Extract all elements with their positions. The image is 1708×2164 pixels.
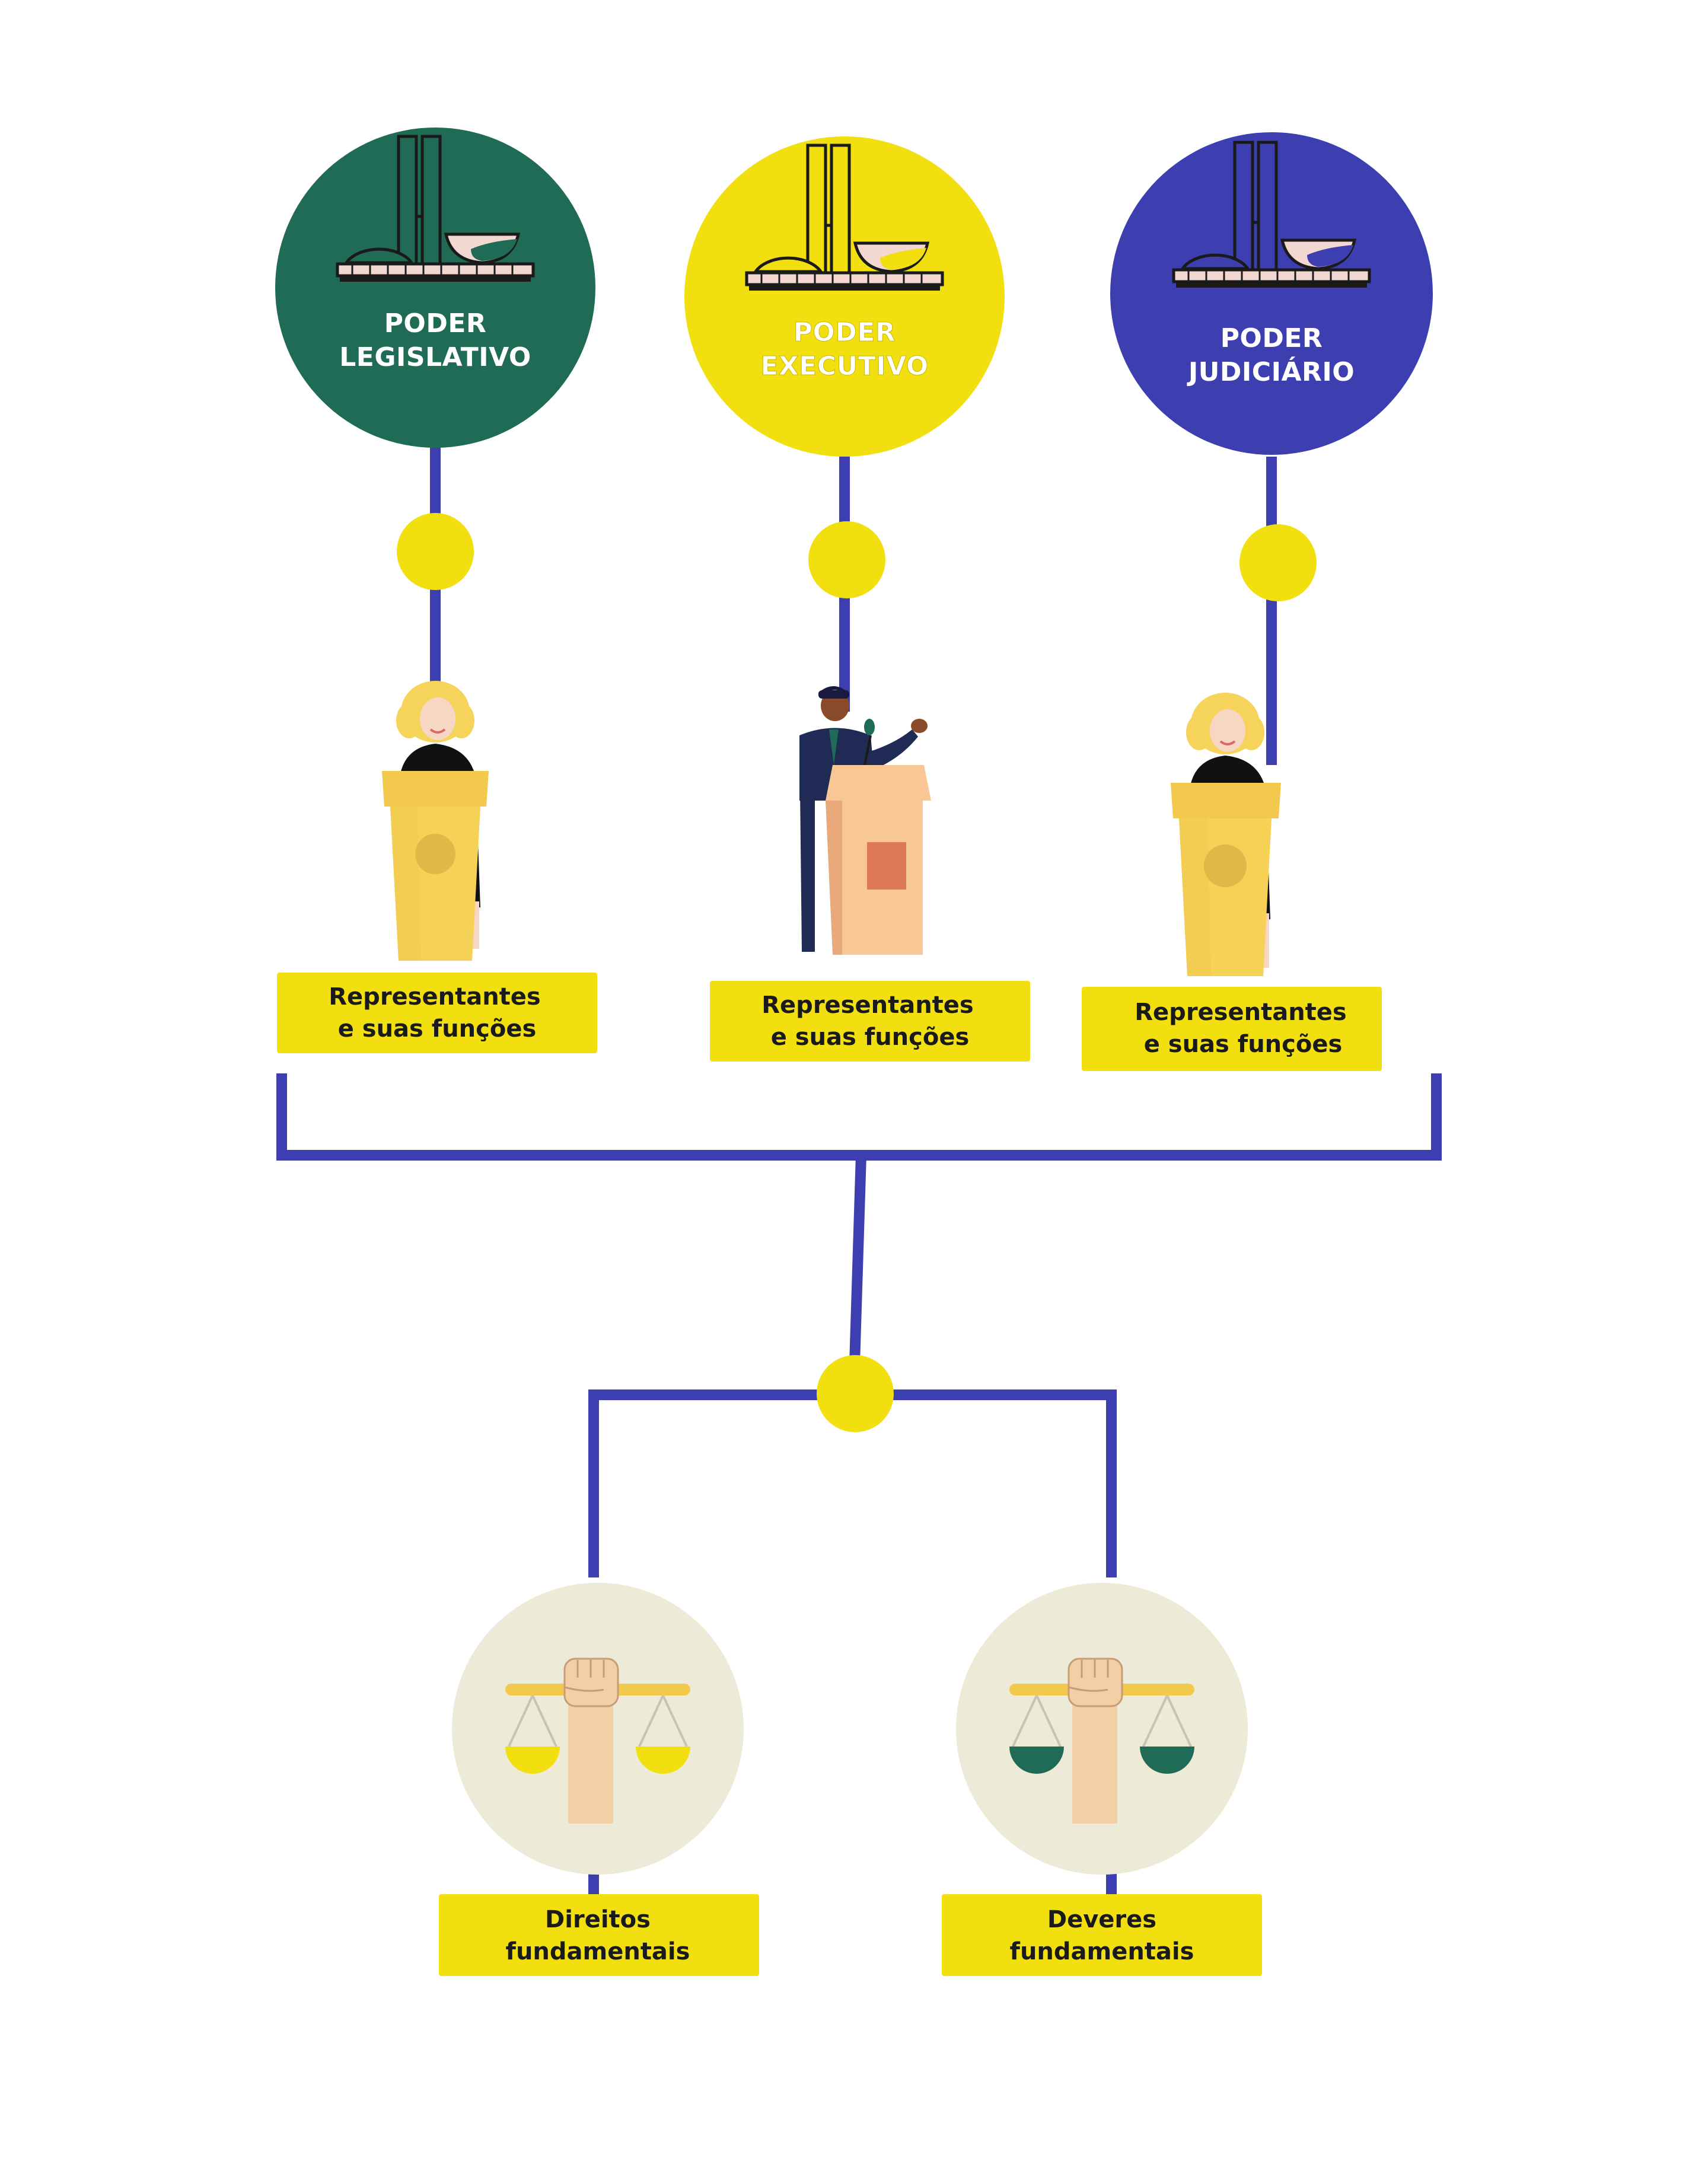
representative-label-line1: Representantes <box>1135 999 1346 1026</box>
power-title-legislativo-line1: PODER <box>384 308 487 339</box>
scale-node-direitos <box>452 1583 744 1875</box>
bracket-connector <box>276 1073 1442 1161</box>
outcome-label-box-direitos: Direitos fundamentais <box>439 1894 759 1976</box>
balance-scale-icon <box>505 1658 690 1824</box>
representative-label-box-judiciario: Representantes e suas funções <box>1082 987 1382 1071</box>
power-title-legislativo-line2: LEGISLATIVO <box>339 342 531 372</box>
congress-icon <box>745 144 944 291</box>
power-circle-legislativo <box>275 128 595 448</box>
representative-label-line2: e suas funções <box>771 1024 970 1051</box>
representative-label-line1: Representantes <box>761 992 973 1019</box>
representative-label-box-executivo: Representantes e suas funções <box>710 981 1030 1062</box>
representative-label-line1: Representantes <box>329 983 540 1011</box>
junction-node-legislativo <box>397 513 474 590</box>
outcome-label-box-deveres: Deveres fundamentais <box>942 1894 1262 1976</box>
junction-node-judiciario <box>1239 524 1317 601</box>
representative-figure-man-center <box>799 686 931 955</box>
representative-figure-woman-right <box>1171 693 1281 976</box>
representative-label-line2: e suas funções <box>1144 1031 1343 1058</box>
power-circle-judiciario <box>1110 132 1433 455</box>
power-circle-executivo <box>684 136 1005 457</box>
representative-label-box-legislativo: Representantes e suas funções <box>277 973 597 1053</box>
power-node-judiciario: PODER JUDICIÁRIO <box>1110 132 1433 455</box>
connector-trunk <box>849 1155 866 1365</box>
power-title-executivo-line2: EXECUTIVO <box>760 351 929 381</box>
power-title-executivo-line1: PODER <box>794 317 896 348</box>
representative-label-line2: e suas funções <box>338 1015 537 1043</box>
junction-node-executivo <box>808 521 885 598</box>
congress-icon <box>1172 141 1371 288</box>
outcome-label-line1: Direitos <box>545 1906 651 1933</box>
power-title-judiciario-line1: PODER <box>1221 323 1323 353</box>
congress-icon <box>336 135 535 282</box>
power-node-executivo: PODER EXECUTIVO <box>684 136 1005 457</box>
outcome-label-line1: Deveres <box>1047 1906 1156 1933</box>
junction-nodes <box>397 513 1317 1432</box>
scale-node-deveres <box>956 1583 1248 1875</box>
outcome-label-line2: fundamentais <box>506 1938 690 1965</box>
power-node-legislativo: PODER LEGISLATIVO <box>275 128 595 448</box>
power-title-judiciario-line2: JUDICIÁRIO <box>1187 356 1355 387</box>
representative-figure-woman-left <box>382 681 489 961</box>
outcome-label-line2: fundamentais <box>1010 1938 1194 1965</box>
junction-node-center <box>817 1355 894 1432</box>
balance-scale-icon <box>1009 1658 1194 1824</box>
connector-lines <box>276 445 1442 1904</box>
